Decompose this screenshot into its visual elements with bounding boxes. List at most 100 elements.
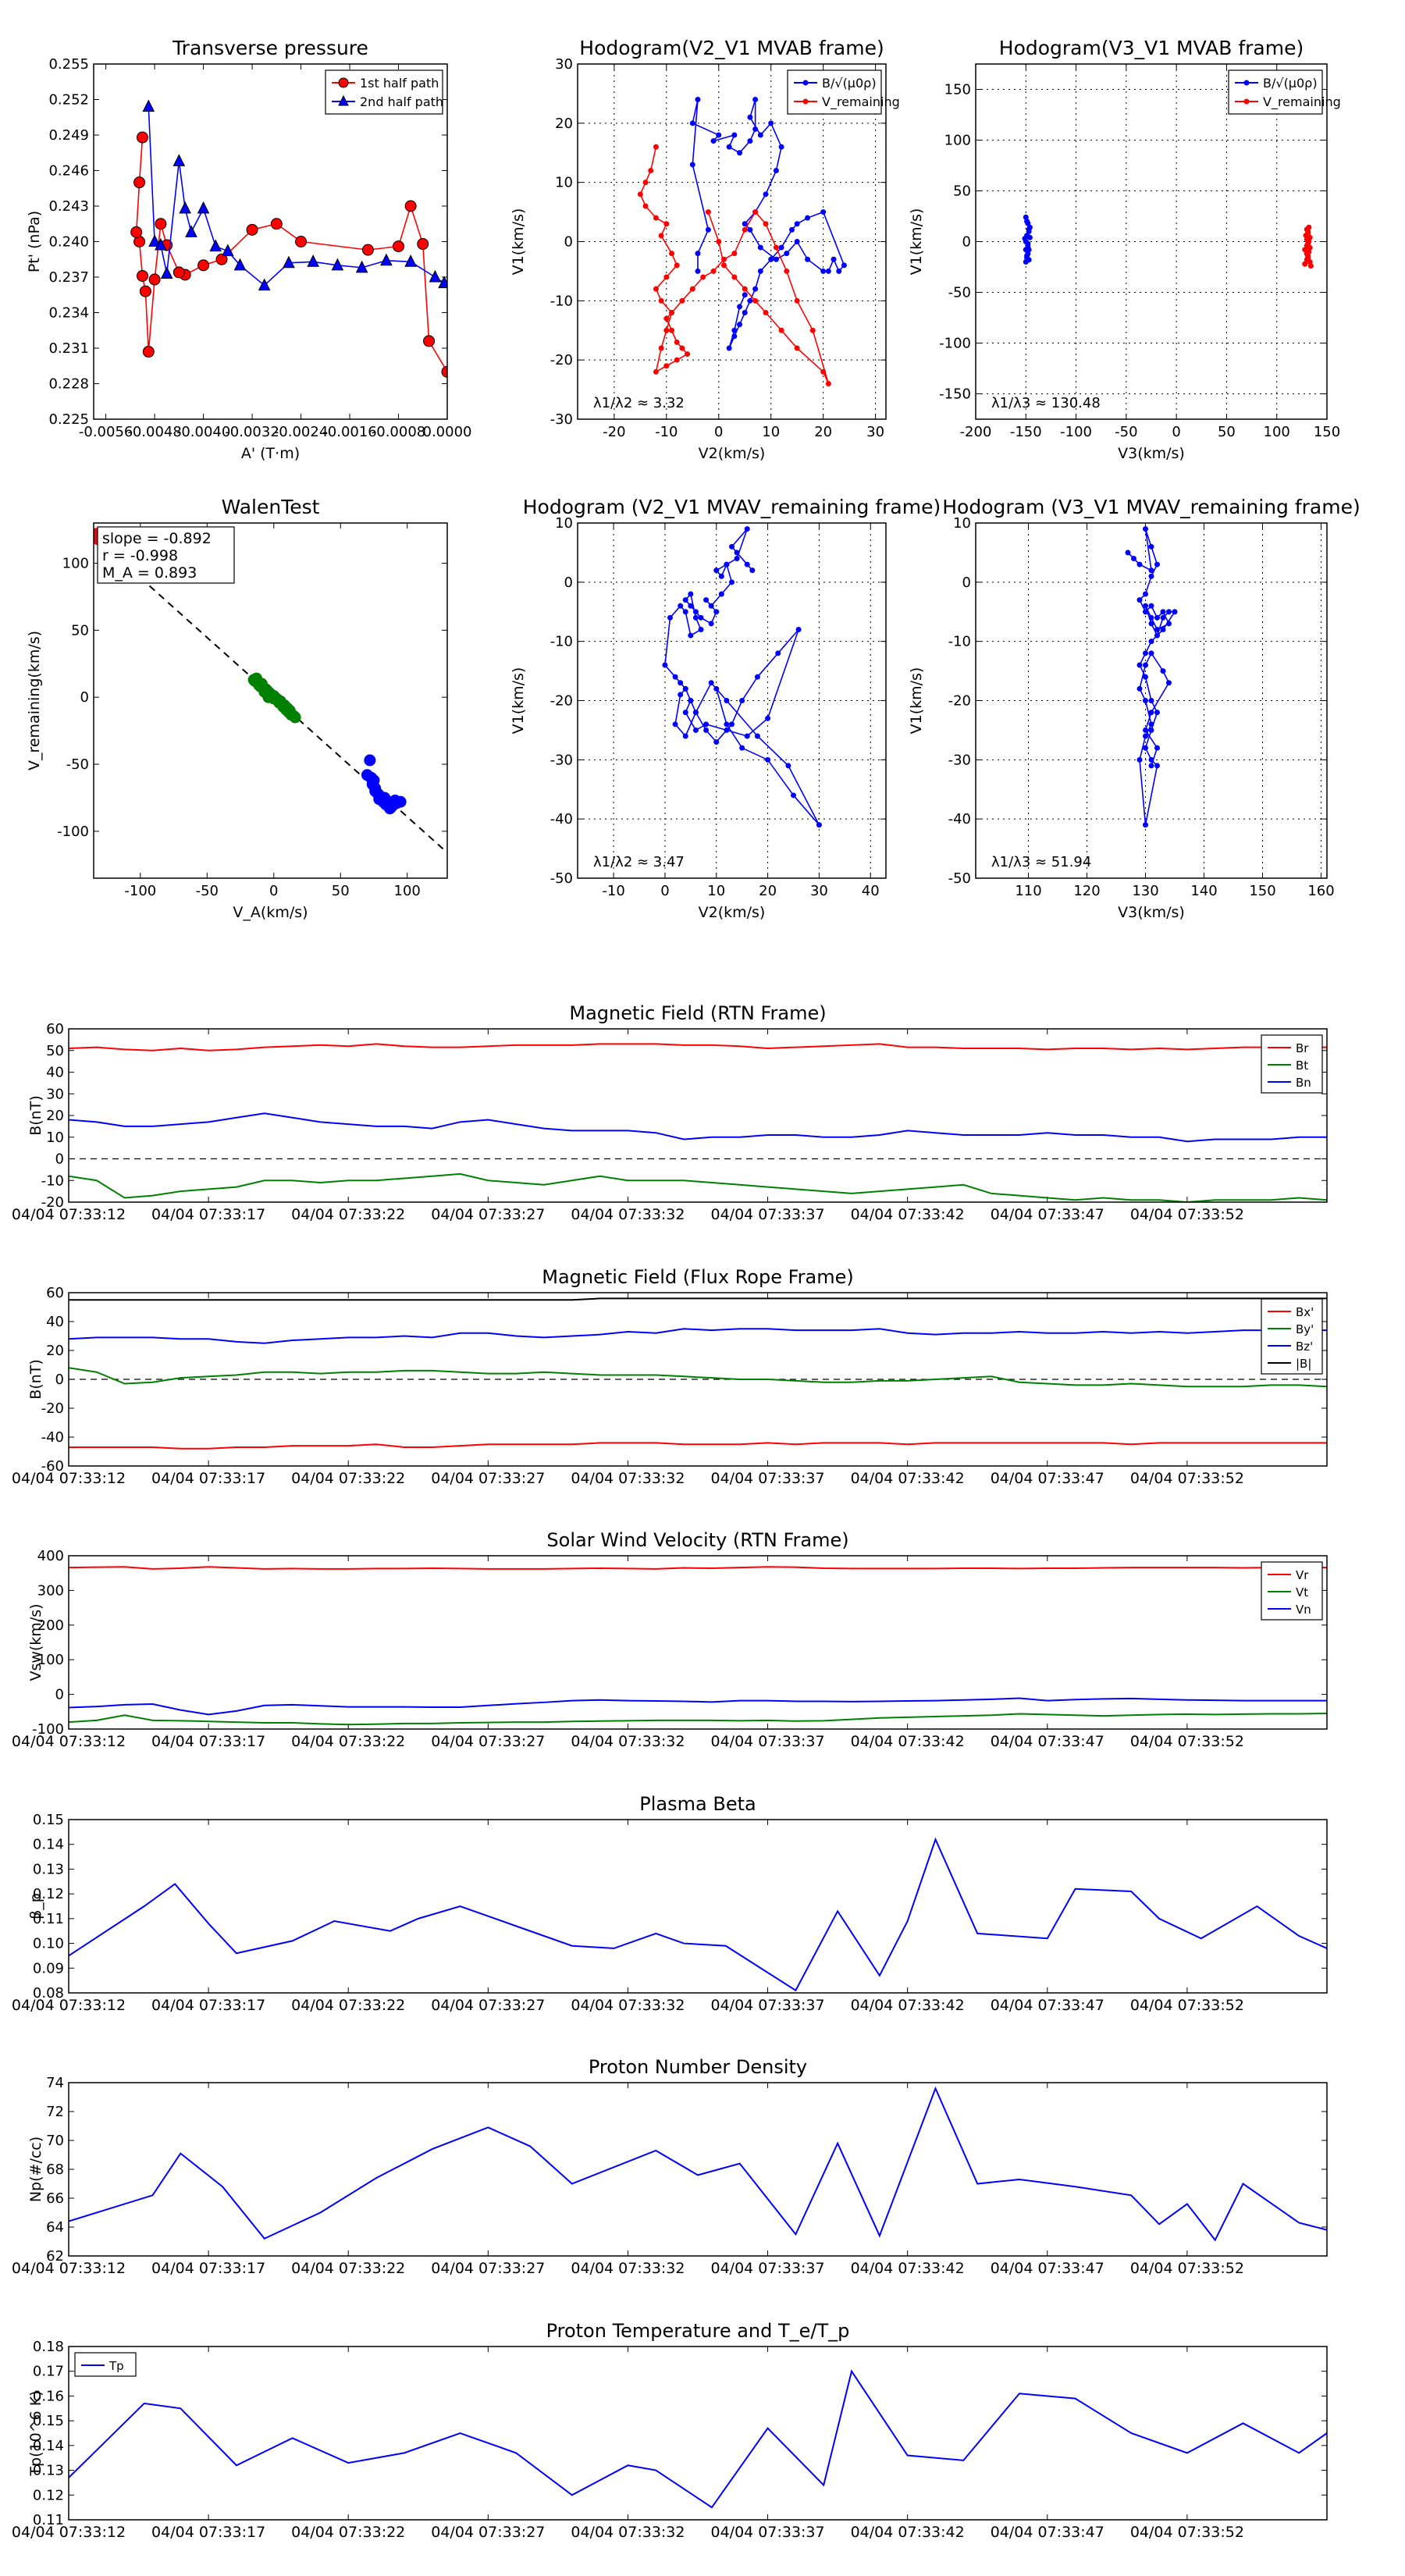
plot-frame: [577, 522, 887, 879]
data-point: [364, 754, 376, 767]
y-tick-label: -50: [550, 870, 573, 887]
data-point: [246, 223, 258, 236]
data-point: [695, 251, 701, 257]
y-tick-label: 100: [62, 556, 89, 572]
data-point: [752, 297, 759, 304]
legend-box: [1228, 69, 1323, 115]
data-point: [739, 698, 745, 703]
y-tick-label: 64: [46, 2219, 64, 2236]
x-tick-label: -0.0024: [274, 424, 328, 440]
x-tick-label: 04/04 07:33:12: [12, 1733, 126, 1750]
x-axis-label: V2(km/s): [699, 904, 766, 921]
data-point: [669, 251, 675, 257]
y-tick-label: 0.12: [33, 2487, 64, 2503]
data-point: [716, 132, 722, 138]
data-point: [179, 201, 191, 214]
y-axis-label: Vsw(km/s): [27, 1603, 44, 1681]
x-tick-label: -50: [1115, 424, 1137, 440]
data-point: [1148, 621, 1154, 627]
data-point: [742, 221, 748, 227]
data-point: [438, 276, 447, 289]
data-point: [642, 180, 649, 186]
legend-marker: [802, 80, 809, 86]
data-point: [713, 609, 720, 615]
plot-frame: [68, 2346, 1328, 2521]
data-point: [1136, 597, 1143, 603]
legend-box: [325, 69, 443, 115]
data-point: [674, 262, 680, 269]
x-tick-label: 20: [759, 883, 777, 899]
plot-area: [1125, 526, 1178, 828]
x-tick-label: 04/04 07:33:42: [851, 2260, 965, 2277]
data-point: [1131, 556, 1136, 561]
x-tick-label: 04/04 07:33:32: [571, 2524, 685, 2541]
y-tick-label: -30: [948, 752, 971, 768]
data-point: [1143, 822, 1148, 828]
data-point: [809, 327, 816, 333]
data-point: [1148, 573, 1154, 579]
data-point: [173, 154, 186, 166]
x-axis-label: V3(km/s): [1118, 445, 1185, 462]
y-tick-label: -20: [948, 693, 971, 710]
data-point: [369, 782, 382, 795]
x-tick-label: 04/04 07:33:17: [151, 1470, 265, 1487]
data-point: [689, 162, 695, 168]
data-point: [682, 597, 688, 603]
y-tick-label: 10: [46, 1130, 64, 1146]
data-point: [197, 259, 210, 272]
plot-area: [69, 1297, 1327, 1450]
y-tick-label: 66: [46, 2190, 64, 2207]
data-point: [1143, 603, 1148, 609]
x-tick-label: 04/04 07:33:17: [151, 1997, 265, 2014]
y-axis-label: V1(km/s): [510, 208, 527, 276]
stats-line: r = -0.998: [102, 547, 178, 564]
data-point: [222, 244, 234, 257]
y-tick-label: -30: [550, 411, 573, 428]
data-point: [1154, 632, 1160, 639]
y-axis-label: Np(#/cc): [27, 2137, 44, 2202]
plot-frame: [68, 1819, 1328, 1994]
data-point: [1148, 727, 1154, 733]
x-tick-label: 0.0000: [423, 424, 472, 440]
y-axis-label: V1(km/s): [908, 208, 925, 276]
plot-area: [69, 2369, 1327, 2509]
data-point: [763, 221, 769, 227]
x-tick-label: 100: [394, 883, 421, 899]
data-point: [784, 251, 790, 257]
data-point: [667, 614, 673, 621]
x-tick-label: 04/04 07:33:47: [991, 1206, 1104, 1223]
data-point: [679, 297, 685, 304]
data-point: [383, 802, 396, 815]
data-point: [441, 365, 447, 378]
y-tick-label: 60: [46, 1021, 64, 1037]
chart-tp_temp: Proton Temperature and T_e/T_p 04/04 07:3…: [12, 2320, 1328, 2541]
data-point: [672, 721, 678, 728]
y-tick-label: -10: [550, 293, 573, 309]
x-tick-label: 04/04 07:33:27: [431, 2524, 545, 2541]
data-point: [708, 621, 714, 627]
y-tick-label: 10: [555, 175, 573, 191]
data-point: [142, 346, 155, 358]
chart-title: Hodogram(V3_V1 MVAB frame): [999, 37, 1304, 59]
y-tick-label: 0: [80, 689, 89, 706]
y-tick-label: 0.240: [48, 234, 89, 251]
data-point: [642, 203, 649, 209]
x-tick-label: 20: [814, 424, 832, 440]
data-point: [692, 609, 699, 615]
data-point: [1026, 226, 1032, 233]
data-point: [270, 218, 283, 230]
data-point: [1143, 650, 1148, 656]
data-point: [1154, 763, 1160, 769]
x-tick-label: -150: [1010, 424, 1042, 440]
y-tick-label: 0.15: [33, 1812, 64, 1828]
data-point: [726, 345, 732, 351]
data-point: [637, 191, 643, 197]
y-tick-label: -50: [948, 870, 971, 887]
data-point: [754, 733, 760, 739]
data-point: [820, 209, 827, 215]
chart-title: Transverse pressure: [172, 37, 368, 59]
x-tick-label: 04/04 07:33:32: [571, 1733, 685, 1750]
data-point: [653, 215, 659, 221]
data-point: [754, 674, 760, 680]
legend-marker: [802, 98, 809, 105]
